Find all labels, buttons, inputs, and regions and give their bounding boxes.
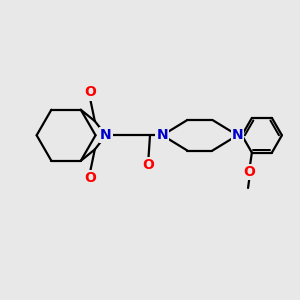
Text: O: O bbox=[244, 165, 256, 179]
Text: O: O bbox=[142, 158, 154, 172]
Text: N: N bbox=[232, 128, 243, 142]
Text: O: O bbox=[84, 85, 96, 100]
Text: N: N bbox=[100, 128, 112, 142]
Text: N: N bbox=[157, 128, 168, 142]
Text: O: O bbox=[84, 171, 96, 185]
